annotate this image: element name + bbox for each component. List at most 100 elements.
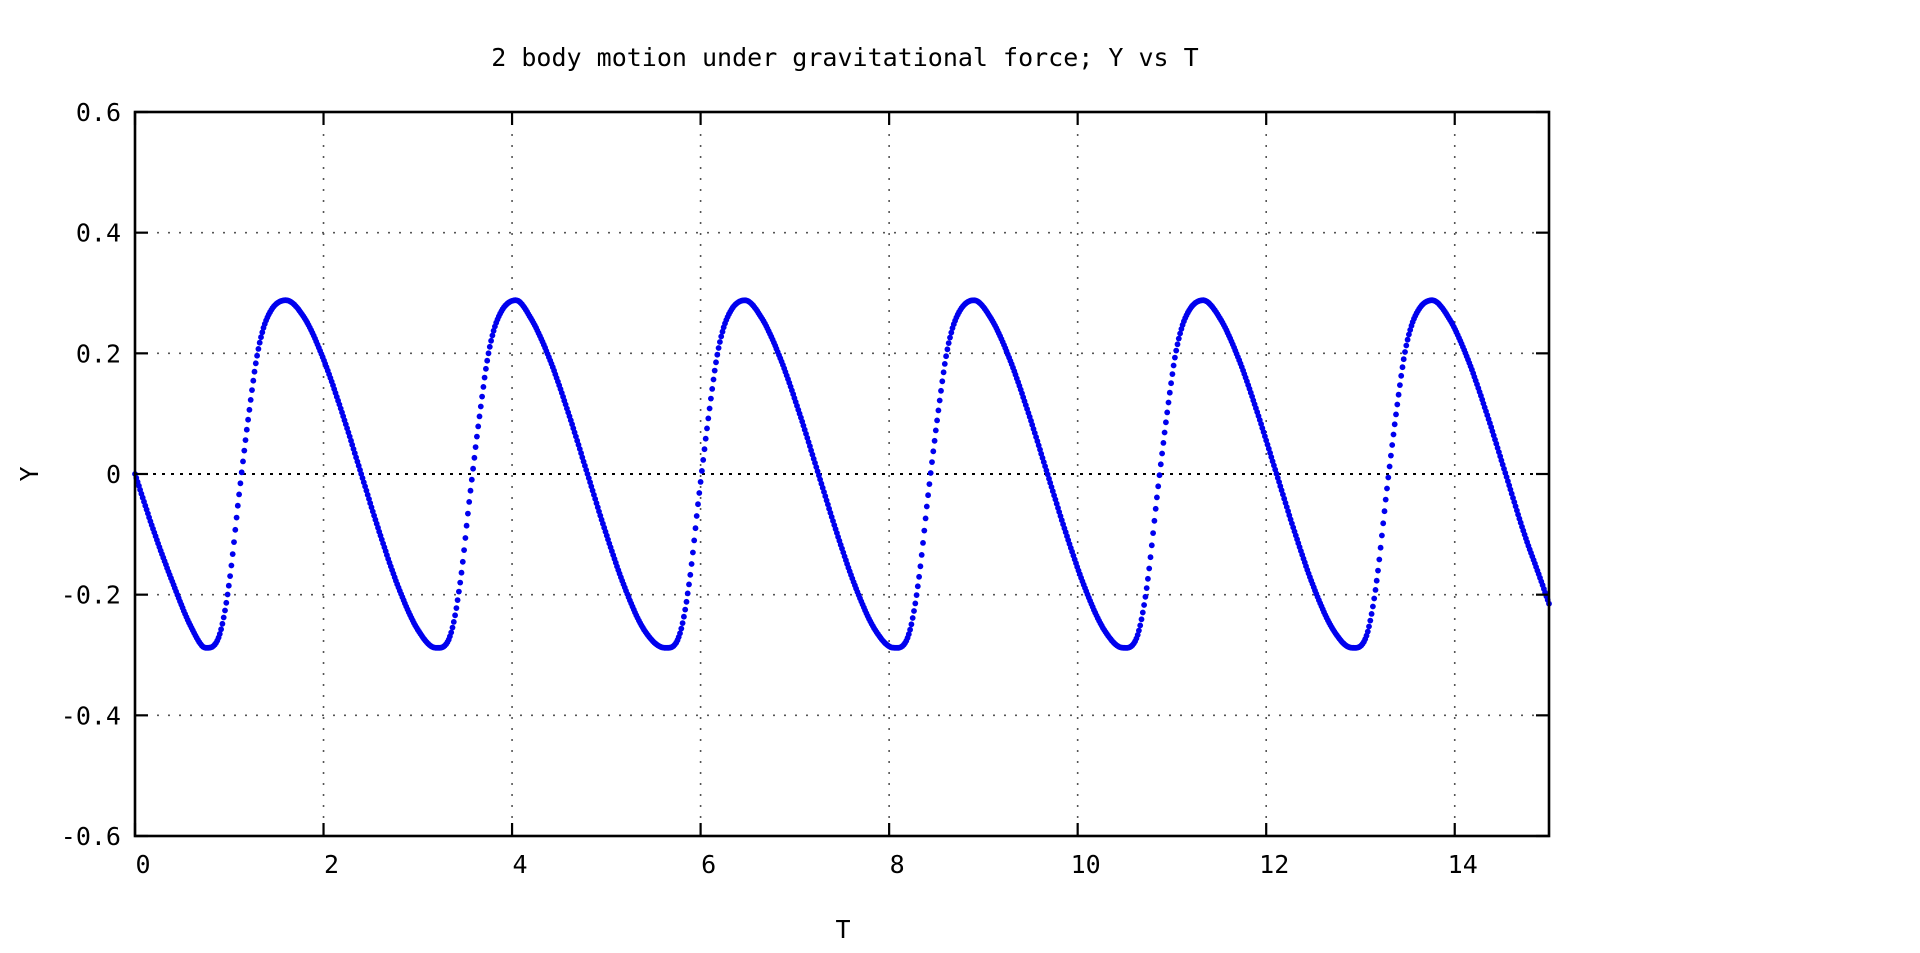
data-point	[704, 425, 710, 432]
data-point	[923, 503, 930, 510]
data-point	[1404, 336, 1411, 343]
data-point	[687, 571, 694, 578]
data-point	[1163, 419, 1169, 426]
data-point	[711, 367, 718, 374]
data-point	[241, 447, 248, 454]
data-point	[714, 351, 721, 358]
data-point	[481, 374, 488, 381]
data-point	[224, 591, 231, 598]
data-point	[254, 352, 260, 359]
data-point	[1386, 463, 1393, 470]
data-point	[1393, 411, 1399, 418]
data-point	[242, 437, 249, 443]
data-point	[705, 415, 712, 422]
data-point	[693, 513, 700, 519]
data-point	[1402, 349, 1408, 355]
data-point	[223, 599, 230, 606]
data-point	[468, 476, 475, 483]
data-point	[935, 407, 942, 414]
data-point	[219, 620, 226, 627]
data-point	[909, 615, 916, 621]
data-point	[702, 435, 709, 442]
data-point	[1138, 616, 1145, 623]
data-point	[479, 393, 485, 400]
data-point	[691, 537, 698, 544]
data-point	[944, 346, 951, 353]
data-point	[228, 562, 235, 569]
data-point	[719, 328, 726, 335]
data-point	[710, 376, 717, 383]
data-point	[1375, 567, 1381, 574]
data-point	[476, 413, 483, 420]
data-point	[717, 339, 723, 345]
x-tick-label: 6	[701, 850, 716, 879]
x-tick-label: 0	[135, 850, 150, 879]
data-point	[245, 416, 252, 423]
data-point	[697, 479, 704, 485]
data-point	[1382, 496, 1389, 503]
data-point	[484, 357, 491, 364]
data-point	[938, 387, 944, 394]
data-point	[1399, 364, 1406, 371]
data-point	[1148, 542, 1155, 549]
data-point	[939, 378, 946, 385]
data-point	[713, 359, 719, 366]
data-point	[1165, 399, 1172, 406]
data-point	[218, 626, 225, 633]
data-point	[907, 626, 913, 633]
data-point	[1373, 577, 1380, 584]
x-tick-label: 12	[1259, 850, 1289, 879]
data-point	[1388, 452, 1394, 459]
data-point	[1170, 362, 1177, 369]
data-point	[255, 346, 262, 352]
data-point	[1173, 347, 1180, 354]
data-point	[472, 444, 479, 450]
data-point	[461, 547, 467, 553]
y-tick-label: -0.6	[61, 822, 121, 851]
data-point	[1397, 382, 1403, 388]
data-point	[1141, 602, 1147, 608]
data-point	[1379, 532, 1385, 539]
data-point	[222, 607, 228, 614]
data-point	[684, 590, 691, 597]
data-point	[1157, 461, 1164, 468]
data-point	[234, 502, 241, 509]
data-point	[1367, 617, 1374, 624]
data-point	[1391, 421, 1398, 428]
data-point	[452, 612, 458, 619]
data-point	[1145, 575, 1151, 582]
data-point	[453, 605, 460, 611]
data-points	[132, 297, 1552, 651]
data-point	[699, 468, 705, 474]
data-point	[695, 501, 701, 508]
data-point	[718, 333, 725, 340]
data-point	[688, 561, 695, 567]
data-point	[709, 386, 716, 392]
data-point	[1142, 593, 1149, 600]
data-point	[1151, 517, 1158, 524]
data-point	[701, 446, 708, 453]
data-point	[914, 583, 921, 590]
data-point	[470, 465, 476, 472]
data-point	[920, 540, 926, 546]
data-point	[1371, 595, 1378, 602]
data-point	[1175, 335, 1182, 342]
x-tick-label: 8	[890, 850, 905, 879]
data-point	[465, 510, 471, 517]
data-point	[700, 457, 707, 463]
data-point	[1372, 587, 1379, 593]
data-point	[1394, 401, 1401, 408]
data-point	[229, 551, 236, 557]
data-point	[1385, 474, 1392, 481]
x-tick-label: 14	[1448, 850, 1478, 879]
data-point	[1161, 429, 1168, 436]
data-point	[488, 337, 494, 344]
y-tick-label: -0.2	[61, 581, 121, 610]
data-point	[246, 406, 253, 413]
data-point	[483, 365, 489, 372]
data-point	[247, 397, 254, 403]
data-point	[236, 491, 243, 498]
data-point	[1152, 505, 1159, 512]
data-point	[1143, 585, 1150, 591]
data-point	[686, 581, 692, 588]
